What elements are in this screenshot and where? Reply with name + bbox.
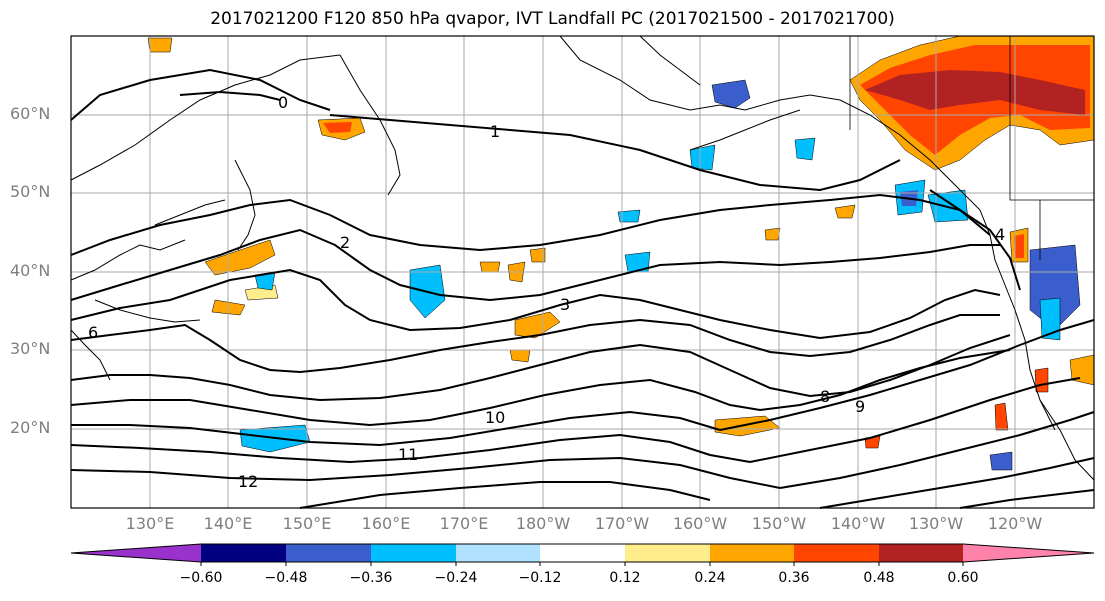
lon-label-140w: 140°W bbox=[830, 514, 886, 533]
lat-label-30n: 30°N bbox=[10, 339, 51, 358]
colorbar-tick-label: −0.24 bbox=[434, 570, 478, 586]
map-title: 2017021200 F120 850 hPa qvapor, IVT Land… bbox=[210, 9, 895, 29]
ivt-contours bbox=[70, 68, 1095, 509]
colorbar-segment bbox=[540, 544, 625, 562]
contour-label-0: 0 bbox=[278, 93, 288, 112]
lon-label-160e: 160°E bbox=[361, 514, 411, 533]
lon-label-130w: 130°W bbox=[908, 514, 964, 533]
contour-label-6: 6 bbox=[88, 323, 98, 342]
colorbar-tick-label: −0.36 bbox=[349, 570, 393, 586]
colorbar-extend-max bbox=[963, 544, 1094, 562]
colorbar-segment bbox=[794, 544, 879, 562]
contour-label-4: 4 bbox=[995, 225, 1005, 244]
contour-label-3: 3 bbox=[560, 295, 570, 314]
colorbar bbox=[70, 543, 1095, 566]
lon-label-150e: 150°E bbox=[282, 514, 332, 533]
lon-label-180w: 180°W bbox=[515, 514, 571, 533]
colorbar-segment bbox=[710, 544, 794, 562]
contour-label-9: 9 bbox=[855, 397, 865, 416]
colorbar-tick-label: 0.48 bbox=[863, 570, 895, 586]
contour-label-12: 12 bbox=[238, 472, 258, 491]
colorbar-extend-min bbox=[71, 544, 201, 562]
colorbar-segment bbox=[456, 544, 540, 562]
colorbar-tick-label: 0.60 bbox=[947, 570, 979, 586]
lon-label-170w: 170°W bbox=[594, 514, 650, 533]
contour-label-10: 10 bbox=[485, 408, 505, 427]
lon-label-120w: 120°W bbox=[987, 514, 1043, 533]
contour-label-11: 11 bbox=[398, 445, 418, 464]
lat-label-40n: 40°N bbox=[10, 261, 51, 280]
colorbar-tick-label: −0.12 bbox=[518, 570, 562, 586]
colorbar-segment bbox=[371, 544, 456, 562]
contour-labels: 0 1 2 3 4 6 8 9 10 11 12 bbox=[88, 93, 1005, 491]
contour-label-2: 2 bbox=[340, 233, 350, 252]
contour-label-8: 8 bbox=[820, 387, 830, 406]
lat-label-50n: 50°N bbox=[10, 182, 51, 201]
colorbar-segment bbox=[201, 544, 286, 562]
colorbar-segment bbox=[625, 544, 710, 562]
colorbar-tick-label: 0.36 bbox=[778, 570, 810, 586]
graticule bbox=[71, 36, 1094, 508]
colorbar-tick-label: −0.60 bbox=[179, 570, 223, 586]
lon-label-140e: 140°E bbox=[203, 514, 253, 533]
colorbar-segment bbox=[879, 544, 963, 562]
colorbar-tick-label: −0.48 bbox=[264, 570, 308, 586]
lon-label-130e: 130°E bbox=[125, 514, 175, 533]
map-frame bbox=[70, 35, 1095, 509]
colorbar-tick-label: 0.12 bbox=[609, 570, 641, 586]
lon-label-170e: 170°E bbox=[439, 514, 489, 533]
colorbar-segment bbox=[286, 544, 371, 562]
lat-label-60n: 60°N bbox=[10, 104, 51, 123]
contour-label-1: 1 bbox=[490, 122, 500, 141]
colorbar-tick-label: 0.24 bbox=[694, 570, 726, 586]
lon-label-150w: 150°W bbox=[751, 514, 807, 533]
lon-label-160w: 160°W bbox=[672, 514, 728, 533]
coastlines bbox=[70, 35, 1095, 481]
lat-label-20n: 20°N bbox=[10, 418, 51, 437]
